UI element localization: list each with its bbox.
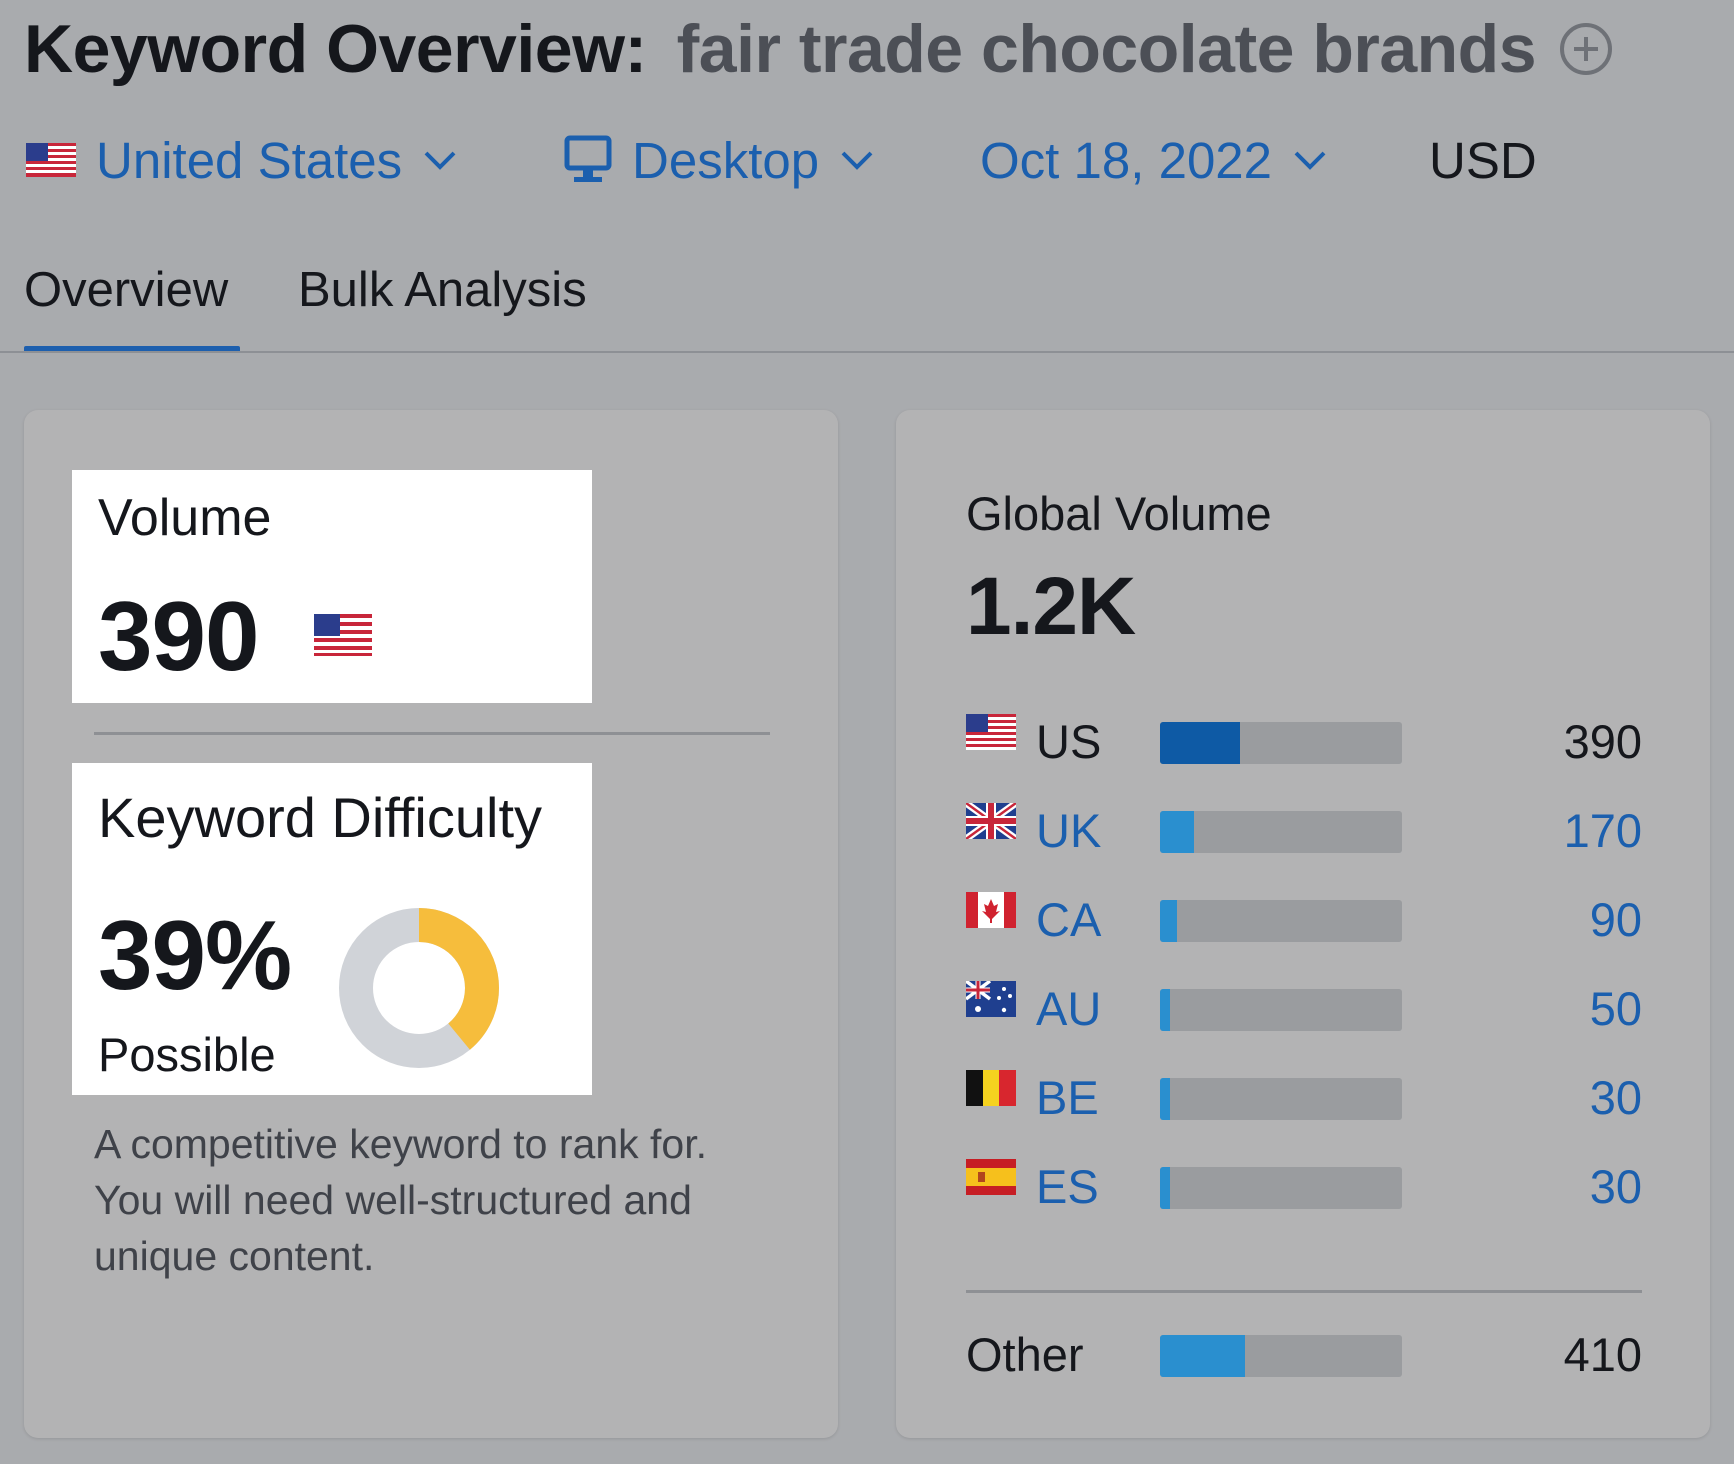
- volume-difficulty-card: Volume 390 Keyword Difficulty 39% Possib…: [24, 410, 838, 1438]
- kd-level: Possible: [98, 1028, 276, 1081]
- country-row-uk[interactable]: UK 170: [966, 801, 1642, 861]
- country-volume[interactable]: 30: [1589, 1160, 1642, 1213]
- canada-flag-icon: [966, 892, 1016, 928]
- country-volume[interactable]: 170: [1563, 804, 1642, 857]
- uk-flag-icon: [966, 803, 1016, 839]
- country-row-au[interactable]: AU 50: [966, 979, 1642, 1039]
- global-volume-card: Global Volume 1.2K US 390 UK 170: [896, 410, 1710, 1438]
- country-code[interactable]: AU: [1036, 982, 1102, 1035]
- country-volume[interactable]: 90: [1589, 893, 1642, 946]
- volume-bar: [1160, 900, 1402, 942]
- section-divider: [94, 732, 770, 735]
- tab-overview[interactable]: Overview: [24, 263, 229, 317]
- volume-bar: [1160, 811, 1402, 853]
- country-code[interactable]: BE: [1036, 1071, 1099, 1124]
- plus-circle-icon[interactable]: [1558, 21, 1614, 77]
- chevron-down-icon: [1294, 151, 1326, 170]
- volume-bar-fill: [1160, 722, 1240, 764]
- desktop-icon: [564, 135, 612, 182]
- volume-bar: [1160, 989, 1402, 1031]
- kd-description: A competitive keyword to rank for. You w…: [94, 1121, 707, 1279]
- volume-value: 390: [98, 581, 260, 691]
- belgium-flag-icon: [966, 1070, 1016, 1106]
- country-row-be[interactable]: BE 30: [966, 1068, 1642, 1128]
- volume-bar-fill: [1160, 900, 1177, 942]
- us-flag-icon: [26, 143, 76, 177]
- volume-bar: [1160, 1167, 1402, 1209]
- other-volume: 410: [1563, 1328, 1642, 1381]
- section-divider: [966, 1290, 1642, 1293]
- keyword-difficulty-widget: Keyword Difficulty 39% Possible: [72, 763, 592, 1095]
- page-header: Keyword Overview: fair trade chocolate b…: [24, 10, 1614, 88]
- tabs-divider: [0, 351, 1734, 353]
- volume-bar: [1160, 722, 1402, 764]
- country-code: US: [1036, 715, 1102, 768]
- active-tab-indicator: [24, 346, 240, 353]
- country-row-es[interactable]: ES 30: [966, 1157, 1642, 1217]
- country-row-ca[interactable]: CA 90: [966, 890, 1642, 950]
- country-volume[interactable]: 50: [1589, 982, 1642, 1035]
- country-selector[interactable]: United States: [26, 125, 458, 195]
- country-row-us: US 390: [966, 712, 1642, 772]
- kd-donut-chart: [339, 908, 499, 1068]
- country-code[interactable]: CA: [1036, 893, 1102, 946]
- chevron-down-icon: [424, 151, 456, 170]
- currency-label: USD: [1429, 131, 1537, 189]
- spain-flag-icon: [966, 1159, 1016, 1195]
- device-selector[interactable]: Desktop: [564, 125, 875, 195]
- australia-flag-icon: [966, 981, 1016, 1017]
- volume-bar-fill: [1160, 989, 1170, 1031]
- global-volume-value: 1.2K: [966, 561, 1136, 652]
- volume-bar-fill: [1160, 1078, 1170, 1120]
- device-label: Desktop: [632, 131, 820, 189]
- country-label: United States: [96, 131, 403, 189]
- volume-bar: [1160, 1078, 1402, 1120]
- other-label: Other: [966, 1328, 1084, 1381]
- volume-bar-fill: [1160, 1167, 1170, 1209]
- volume-bar: [1160, 1335, 1402, 1377]
- volume-label: Volume: [98, 489, 272, 547]
- country-volume[interactable]: 30: [1589, 1071, 1642, 1124]
- tab-bulk-analysis[interactable]: Bulk Analysis: [298, 263, 587, 317]
- kd-label: Keyword Difficulty: [98, 786, 543, 849]
- country-code[interactable]: ES: [1036, 1160, 1099, 1213]
- kd-value: 39%: [98, 900, 292, 1010]
- country-row-other: Other 410: [966, 1325, 1642, 1385]
- donut-fill: [339, 908, 499, 1068]
- filter-bar: United States Desktop Oct 18, 2022 USD: [26, 125, 1734, 195]
- us-flag-icon: [314, 614, 372, 656]
- page-title: Keyword Overview:: [24, 11, 647, 87]
- global-volume-label: Global Volume: [966, 487, 1272, 540]
- chevron-down-icon: [841, 151, 873, 170]
- date-label: Oct 18, 2022: [980, 131, 1273, 189]
- volume-bar-fill: [1160, 811, 1194, 853]
- keyword-text: fair trade chocolate brands: [676, 11, 1537, 87]
- us-flag-icon: [966, 714, 1016, 750]
- volume-bar-fill: [1160, 1335, 1245, 1377]
- volume-widget: Volume 390: [72, 470, 592, 703]
- country-code[interactable]: UK: [1036, 804, 1102, 857]
- country-volume: 390: [1563, 715, 1642, 768]
- date-selector[interactable]: Oct 18, 2022: [980, 125, 1328, 195]
